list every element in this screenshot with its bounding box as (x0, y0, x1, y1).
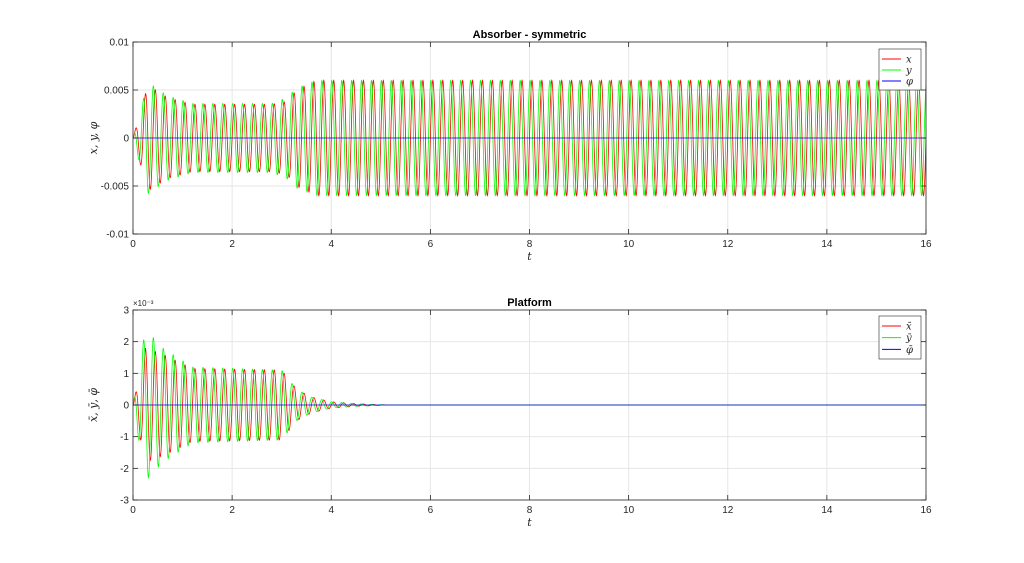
x-tick-label: 8 (527, 505, 533, 516)
y-tick-label: 0 (123, 134, 129, 145)
x-tick-label: 10 (623, 505, 635, 516)
y-tick-label: -3 (120, 496, 129, 507)
x-tick-label: 2 (229, 239, 235, 250)
legend: x̄ȳφ̄ (878, 315, 922, 360)
y-axis-label: x̄, ȳ, φ̄ (87, 388, 100, 422)
chart-title: Platform (507, 297, 552, 309)
x-axis-label: t (527, 516, 532, 529)
y-tick-label: 0.01 (110, 38, 130, 49)
legend-entry: ȳ (905, 333, 912, 344)
x-tick-label: 6 (428, 505, 434, 516)
chart-1: 0 2 4 6 8 10 12 14 16 -0.01 -0.005 0 0.005 0.01 Absorb… (87, 29, 932, 263)
y-tick-label: -1 (120, 432, 129, 443)
y-tick-label: 0 (123, 401, 129, 412)
y-tick-label: 0.005 (104, 86, 129, 97)
x-tick-label: 12 (722, 505, 734, 516)
series-group (133, 79, 926, 197)
x-tick-label: 8 (527, 239, 533, 250)
x-tick-label: 16 (920, 239, 932, 250)
x-tick-label: 4 (328, 239, 334, 250)
x-tick-label: 10 (623, 239, 635, 250)
legend-entry: x (906, 55, 912, 66)
legend: xyφ (878, 48, 922, 91)
y-tick-label: -2 (120, 464, 129, 475)
y-tick-label: 1 (123, 369, 129, 380)
x-tick-label: 16 (920, 505, 932, 516)
series-group (133, 336, 926, 479)
chart-title: Absorber - symmetric (473, 29, 587, 41)
x-tick-label: 4 (328, 505, 334, 516)
series-line-2 (133, 79, 926, 197)
x-tick-label: 14 (821, 505, 833, 516)
legend-entry: y (905, 66, 912, 77)
y-tick-label: -0.01 (106, 230, 129, 241)
x-tick-label: 6 (428, 239, 434, 250)
y-tick-label: 3 (123, 306, 129, 317)
y-tick-label: -0.005 (101, 182, 130, 193)
x-axis-label: t (527, 250, 532, 263)
legend-entry: x̄ (906, 322, 912, 333)
x-tick-label: 14 (821, 239, 833, 250)
legend-entry: φ̄ (906, 345, 913, 356)
y-tick-label: 2 (123, 337, 129, 348)
legend-entry: φ (906, 77, 913, 88)
x-tick-label: 0 (130, 505, 136, 516)
y-scale-exponent: ×10⁻³ (133, 299, 154, 308)
x-tick-label: 2 (229, 505, 235, 516)
y-axis-label: x, y, φ (87, 121, 100, 154)
x-tick-label: 0 (130, 239, 136, 250)
x-tick-label: 12 (722, 239, 734, 250)
